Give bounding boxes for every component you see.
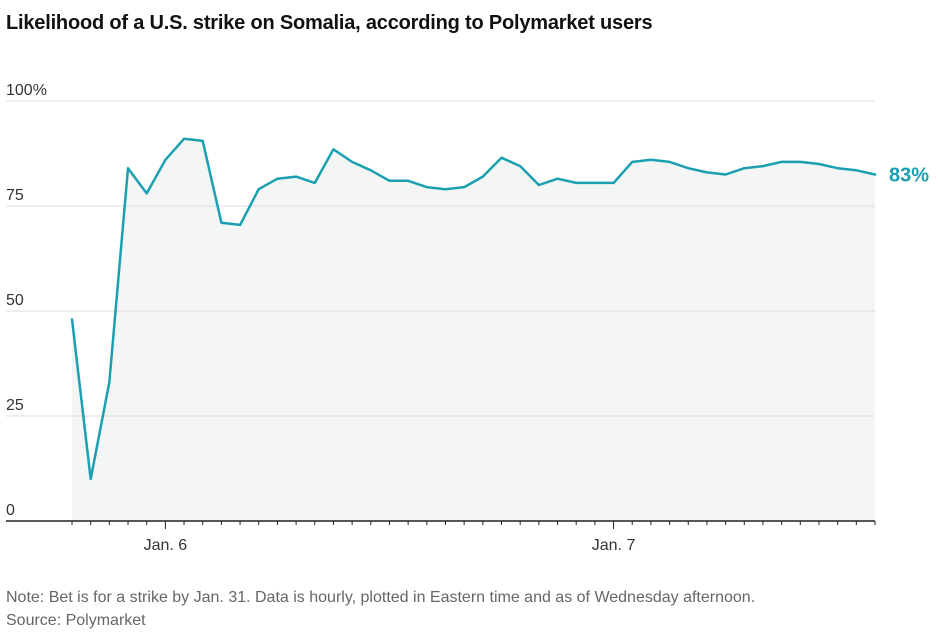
y-tick-label: 25: [6, 397, 24, 414]
y-tick-label: 50: [6, 292, 24, 309]
y-tick-label: 0: [6, 502, 15, 519]
x-tick-label: Jan. 7: [592, 537, 636, 554]
series-line: [70, 137, 877, 481]
area-fill: [72, 138, 875, 522]
chart-note: Note: Bet is for a strike by Jan. 31. Da…: [6, 589, 756, 606]
y-tick-label: 100%: [6, 82, 47, 99]
x-tick-label: Jan. 6: [144, 537, 188, 554]
y-tick-label: 75: [6, 187, 24, 204]
chart-title: Likelihood of a U.S. strike on Somalia, …: [6, 12, 653, 34]
chart-source: Source: Polymarket: [6, 612, 146, 629]
end-value-label: 83%: [889, 165, 929, 187]
chart-plot: 0 25 50 75 100% Jan. 6 Jan. 7 83%: [6, 82, 929, 554]
